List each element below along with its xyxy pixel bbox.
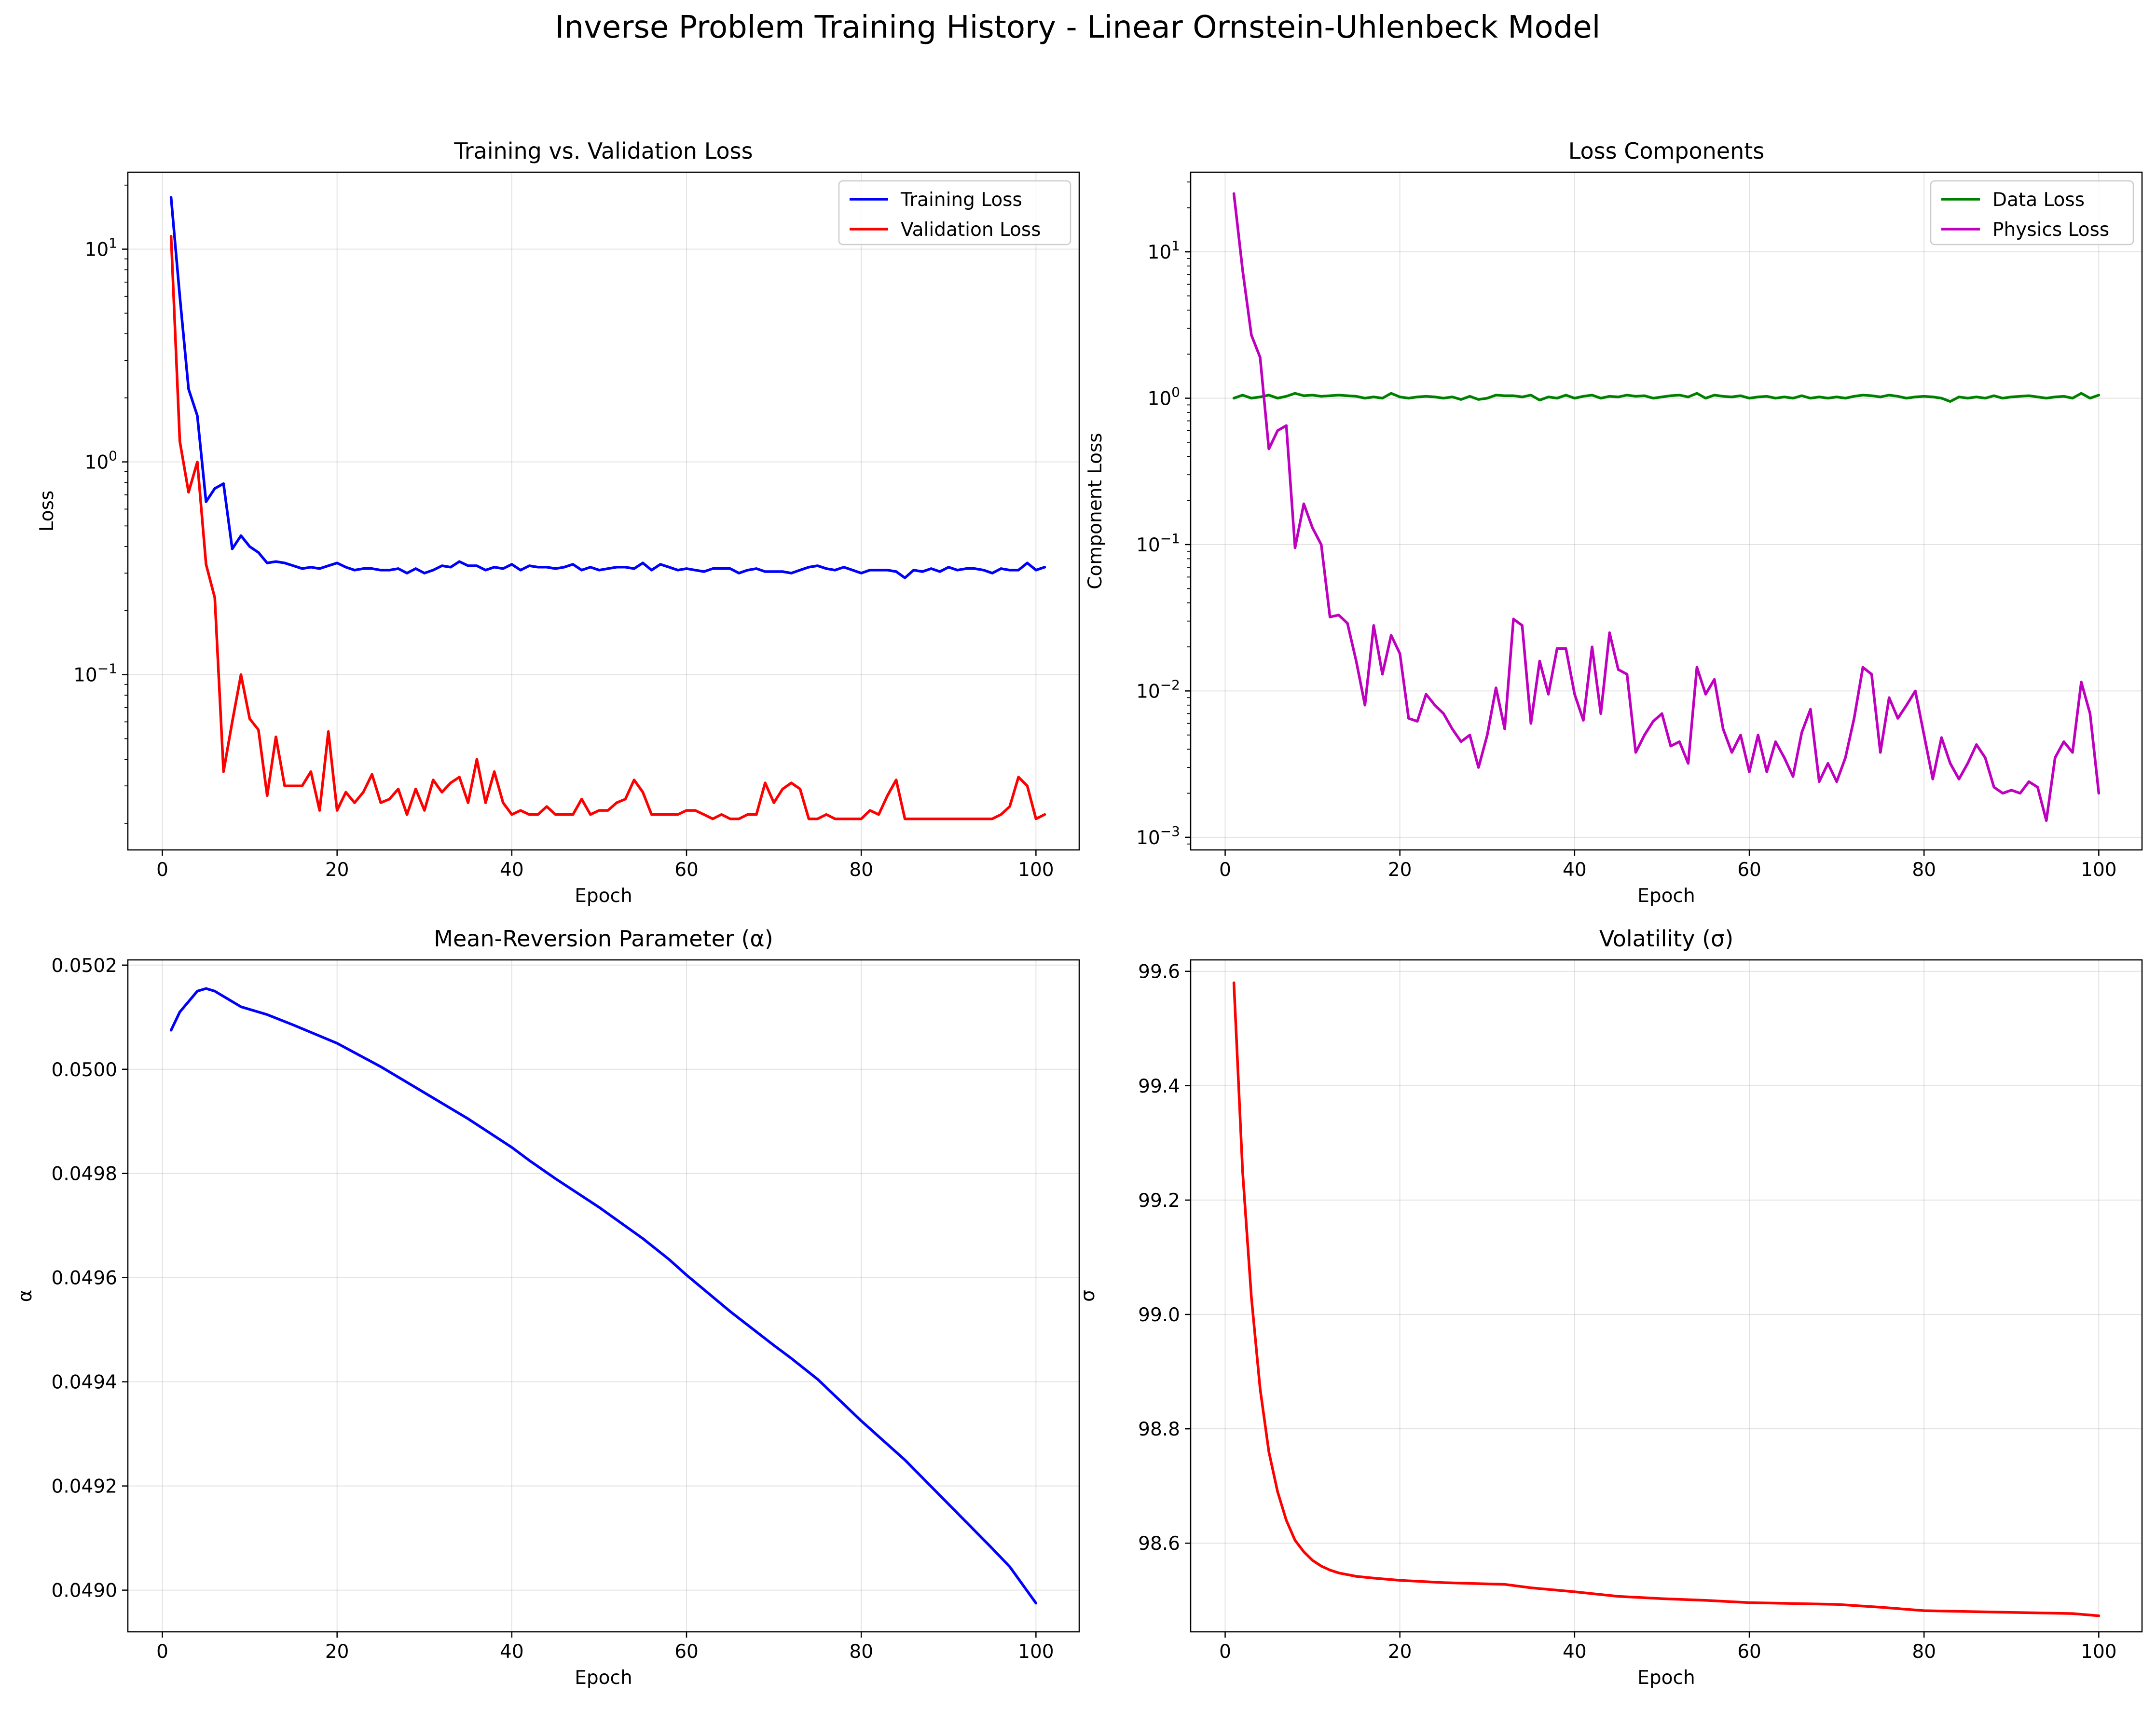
legend: Data Loss Physics Loss [1930, 180, 2134, 246]
x-tick-label: 0 [156, 1641, 168, 1663]
y-tick-label: 10−2 [1136, 677, 1180, 702]
figure-suptitle: Inverse Problem Training History - Linea… [555, 10, 1601, 45]
axes-frame [127, 959, 1080, 1633]
x-tick-label: 80 [849, 859, 873, 881]
subplot-title: Mean-Reversion Parameter (α) [434, 926, 773, 952]
x-tick-label: 80 [1912, 859, 1936, 881]
y-tick-label: 0.0494 [52, 1372, 117, 1394]
x-tick-label: 20 [1388, 1641, 1412, 1663]
series-line-validation-loss [169, 235, 1046, 820]
axes-frame [1190, 959, 2143, 1633]
x-tick-label: 60 [674, 859, 699, 881]
subplots: 0 20 40 60 80 100 10−1 100 101 Training vs. Valid… [14, 138, 2143, 1689]
x-tick-label: 100 [1018, 859, 1054, 881]
legend-label: Physics Loss [1992, 219, 2109, 241]
series-group [169, 987, 1038, 1605]
y-axis-label: σ [1077, 1290, 1099, 1302]
subplot-4: 0 20 40 60 80 100 98.6 98.8 99.0 99.2 99.4 99.6 Vola… [1077, 926, 2143, 1689]
x-tick-label: 100 [1018, 1641, 1054, 1663]
x-tick-label: 40 [1563, 1641, 1587, 1663]
y-tick-label: 99.0 [1138, 1304, 1180, 1326]
y-tick-label: 0.0496 [52, 1268, 117, 1289]
series-line-1 [169, 987, 1038, 1605]
x-tick-label: 60 [1737, 859, 1761, 881]
y-tick-label: 100 [1148, 384, 1180, 410]
subplot-title: Loss Components [1568, 138, 1765, 164]
y-tick-label: 10−1 [1136, 531, 1180, 556]
y-tick-label: 0.0500 [52, 1059, 117, 1081]
y-tick-label: 99.6 [1138, 961, 1180, 983]
grid-lines [128, 960, 1079, 1632]
axes-frame [1190, 171, 2143, 851]
y-axis-label: Component Loss [1085, 433, 1106, 589]
y-tick-label: 101 [85, 235, 117, 261]
x-tick-label: 0 [1219, 859, 1231, 881]
grid-lines [1191, 960, 2142, 1632]
x-axis-label: Epoch [575, 1667, 632, 1689]
x-tick-label: 60 [674, 1641, 699, 1663]
y-tick-label: 98.8 [1138, 1419, 1180, 1440]
y-axis-label: α [14, 1290, 36, 1302]
subplot-title: Volatility (σ) [1599, 926, 1733, 952]
series-group [1232, 192, 2101, 822]
x-tick-label: 0 [156, 859, 168, 881]
series-line-1 [1232, 981, 2101, 1617]
series-group [169, 196, 1046, 820]
y-tick-label: 0.0490 [52, 1580, 117, 1602]
x-tick-label: 20 [325, 1641, 349, 1663]
x-tick-label: 80 [849, 1641, 873, 1663]
y-tick-label: 0.0498 [52, 1163, 117, 1185]
y-axis-label: Loss [36, 491, 58, 532]
x-tick-label: 100 [2081, 859, 2116, 881]
x-tick-label: 60 [1737, 1641, 1761, 1663]
legend-label: Training Loss [900, 189, 1022, 211]
legend-label: Data Loss [1992, 189, 2085, 211]
axes-frame [127, 171, 1080, 851]
y-tick-label: 99.4 [1138, 1076, 1180, 1097]
subplot-title: Training vs. Validation Loss [453, 138, 753, 164]
x-tick-label: 20 [1388, 859, 1412, 881]
x-tick-label: 80 [1912, 1641, 1936, 1663]
x-tick-label: 40 [500, 859, 524, 881]
legend-label: Validation Loss [901, 219, 1041, 241]
series-line-training-loss [169, 196, 1046, 579]
subplot-1: 0 20 40 60 80 100 10−1 100 101 Training vs. Valid… [36, 138, 1080, 907]
y-tick-label: 0.0492 [52, 1476, 117, 1498]
y-tick-label: 10−1 [73, 661, 117, 686]
grid-lines [128, 172, 1079, 850]
x-tick-label: 40 [500, 1641, 524, 1663]
x-axis-label: Epoch [1637, 1667, 1695, 1689]
series-line-data-loss [1232, 392, 2101, 403]
y-tick-label: 99.2 [1138, 1190, 1180, 1212]
y-tick-label: 0.0502 [52, 955, 117, 977]
legend: Training Loss Validation Loss [838, 180, 1071, 246]
subplot-2: 0 20 40 60 80 100 10−3 10−2 10−1 100 101 Loss Compo… [1085, 138, 2143, 907]
y-tick-label: 101 [1148, 238, 1180, 263]
subplot-3: 0 20 40 60 80 100 0.0490 0.0492 0.0494 0.0496 0.04… [14, 926, 1080, 1689]
legend-box [1930, 180, 2134, 246]
y-tick-label: 100 [85, 448, 117, 474]
y-tick-label: 98.6 [1138, 1533, 1180, 1555]
legend-box [838, 180, 1071, 246]
x-tick-label: 100 [2081, 1641, 2116, 1663]
x-tick-label: 0 [1219, 1641, 1231, 1663]
x-axis-label: Epoch [575, 885, 632, 907]
series-group [1232, 981, 2101, 1617]
y-tick-label: 10−3 [1136, 823, 1180, 849]
x-axis-label: Epoch [1637, 885, 1695, 907]
x-tick-label: 40 [1563, 859, 1587, 881]
x-tick-label: 20 [325, 859, 349, 881]
series-line-physics-loss [1232, 192, 2101, 822]
